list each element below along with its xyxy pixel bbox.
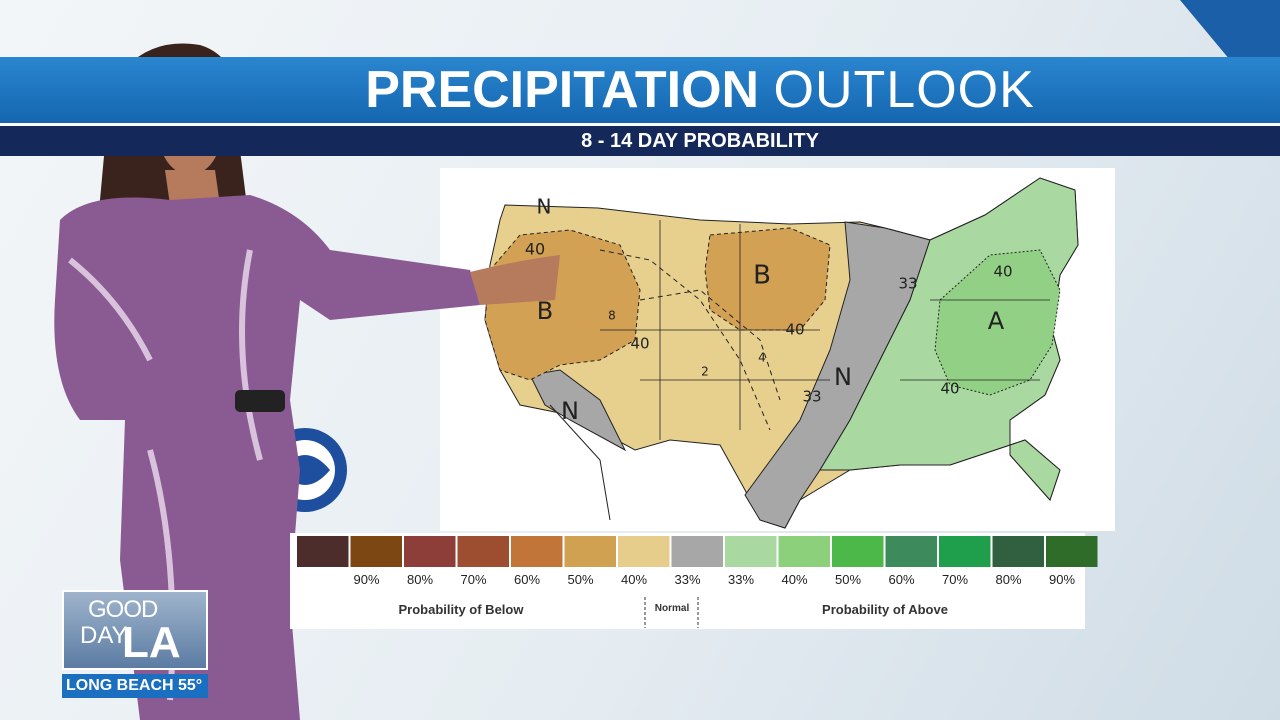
map-label: 40: [525, 240, 545, 259]
legend-above: Probability of Above: [822, 602, 948, 617]
legend-label: 90%: [1049, 572, 1075, 587]
map-label: 40: [993, 263, 1012, 281]
legend-label: 70%: [460, 572, 486, 587]
legend-swatch: [992, 536, 1044, 567]
title-banner: [0, 57, 1280, 123]
map-label: 40: [940, 380, 959, 398]
logo-la: LA: [122, 618, 181, 667]
map-label: 40: [785, 321, 804, 339]
location: LONG BEACH: [66, 677, 174, 694]
legend-swatch: [939, 536, 991, 567]
legend-normal: Normal: [655, 603, 690, 614]
legend-swatch: [297, 536, 349, 567]
temperature: 55°: [178, 677, 203, 694]
legend-swatch: [457, 536, 509, 567]
legend-label: 33%: [674, 572, 700, 587]
logo-good: GOOD: [88, 596, 158, 623]
logo-day: DAY: [80, 622, 128, 649]
corner-accent: [1180, 0, 1280, 60]
us-map: [484, 177, 1079, 529]
map-label: 8: [608, 309, 616, 323]
legend-swatch: [778, 536, 830, 567]
map-label: 40: [630, 335, 649, 353]
title-bold: PRECIPITATION: [365, 61, 760, 119]
legend-label: 40%: [621, 572, 647, 587]
map-label: 4: [758, 351, 766, 365]
map-label: N: [537, 195, 552, 219]
legend-label: 60%: [514, 572, 540, 587]
legend-swatch: [671, 536, 723, 567]
legend-label: 80%: [995, 572, 1021, 587]
legend-label: 90%: [353, 572, 379, 587]
map-label: 33: [898, 275, 917, 293]
legend-label: 50%: [835, 572, 861, 587]
legend-swatch: [832, 536, 884, 567]
map-label: 33: [802, 388, 821, 406]
legend-swatch: [618, 536, 670, 567]
banner-stripe: [0, 123, 1280, 126]
location-bar: [62, 674, 208, 698]
map-label: B: [537, 297, 553, 325]
legend-label: 50%: [567, 572, 593, 587]
legend-below: Probability of Below: [399, 602, 525, 617]
title-light: OUTLOOK: [773, 61, 1035, 119]
subtitle: 8 - 14 DAY PROBABILITY: [581, 130, 819, 152]
map-label: 2: [701, 365, 709, 379]
map-label: N: [561, 397, 579, 425]
subtitle-banner: [0, 126, 1280, 156]
legend-label: 60%: [888, 572, 914, 587]
legend-swatch: [1046, 536, 1098, 567]
legend-swatch: [564, 536, 616, 567]
map-label: B: [753, 261, 771, 291]
legend-swatch: [404, 536, 456, 567]
legend-swatch: [350, 536, 402, 567]
map-label: N: [834, 363, 852, 391]
legend-label: 70%: [942, 572, 968, 587]
map-label: A: [988, 307, 1005, 335]
logo: [62, 590, 208, 670]
legend-label: 40%: [781, 572, 807, 587]
legend-label: 33%: [728, 572, 754, 587]
legend-swatch: [511, 536, 563, 567]
legend-swatch: [885, 536, 937, 567]
title: PRECIPITATION OUTLOOK: [0, 59, 1280, 121]
legend-swatch: [725, 536, 777, 567]
legend-label: 80%: [407, 572, 433, 587]
